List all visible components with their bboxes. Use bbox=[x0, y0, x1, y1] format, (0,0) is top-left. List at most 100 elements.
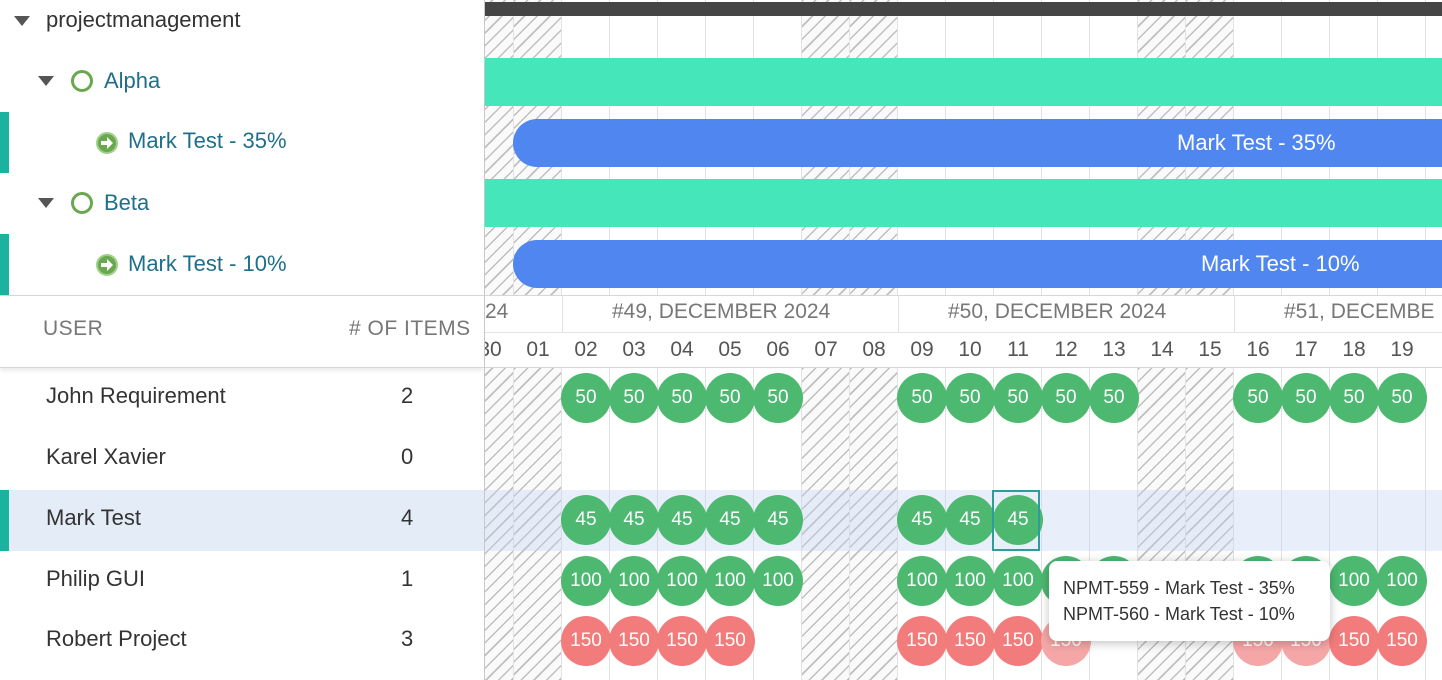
week-separator bbox=[898, 296, 899, 332]
workload-bubble[interactable]: 100 bbox=[705, 556, 755, 606]
workload-bubble[interactable]: 50 bbox=[897, 373, 947, 423]
workload-bubble[interactable]: 100 bbox=[609, 556, 659, 606]
user-item-count: 4 bbox=[401, 505, 414, 530]
task-label-10[interactable]: Mark Test - 10% bbox=[128, 251, 287, 276]
collapse-triangle-icon[interactable] bbox=[38, 198, 54, 208]
task-bar-35[interactable]: Mark Test - 35% bbox=[513, 119, 1442, 167]
workload-bubble[interactable]: 100 bbox=[945, 556, 995, 606]
task-label-35[interactable]: Mark Test - 35% bbox=[128, 128, 287, 153]
day-label: 13 bbox=[1102, 338, 1126, 361]
project-root-label: projectmanagement bbox=[46, 7, 241, 32]
user-row-selected[interactable]: Mark Test 4 bbox=[0, 490, 484, 551]
week-label: #50, DECEMBER 2024 bbox=[948, 300, 1167, 323]
workload-bubble[interactable]: 45 bbox=[897, 495, 947, 545]
workload-bubble[interactable]: 50 bbox=[753, 373, 803, 423]
workload-bubble[interactable]: 50 bbox=[1329, 373, 1379, 423]
group-bar-beta[interactable] bbox=[485, 179, 1442, 227]
row-accent-bar bbox=[0, 490, 9, 551]
user-name: John Requirement bbox=[46, 383, 226, 408]
workload-bubble[interactable]: 150 bbox=[657, 616, 707, 666]
day-label: 17 bbox=[1294, 338, 1318, 361]
workload-bubble[interactable]: 150 bbox=[609, 616, 659, 666]
column-header-items[interactable]: # OF ITEMS bbox=[349, 317, 471, 340]
workload-bubble[interactable]: 50 bbox=[1089, 373, 1139, 423]
workload-bubble[interactable]: 50 bbox=[1377, 373, 1427, 423]
user-item-count: 3 bbox=[401, 626, 414, 651]
weekend-column bbox=[850, 368, 898, 680]
workload-bubble[interactable]: 100 bbox=[1329, 556, 1379, 606]
weekend-column bbox=[514, 368, 562, 680]
week-label: 24 bbox=[485, 300, 509, 323]
day-label: 05 bbox=[718, 338, 742, 361]
week-separator bbox=[562, 296, 563, 332]
workload-bubble[interactable]: 50 bbox=[561, 373, 611, 423]
column-header-user[interactable]: USER bbox=[43, 317, 104, 340]
workload-bubble[interactable]: 50 bbox=[609, 373, 659, 423]
workload-bubble[interactable]: 50 bbox=[945, 373, 995, 423]
user-row[interactable]: Robert Project 3 bbox=[0, 611, 484, 672]
day-column bbox=[1378, 368, 1426, 680]
user-item-count: 2 bbox=[401, 383, 414, 408]
workload-bubble[interactable]: 45 bbox=[609, 495, 659, 545]
workload-bubble[interactable]: 150 bbox=[561, 616, 611, 666]
collapse-triangle-icon[interactable] bbox=[38, 76, 54, 86]
tree-row-task-35[interactable]: Mark Test - 35% bbox=[0, 112, 484, 173]
workload-bubble[interactable]: 45 bbox=[753, 495, 803, 545]
workload-bubble[interactable]: 150 bbox=[1377, 616, 1427, 666]
tooltip-line: NPMT-560 - Mark Test - 10% bbox=[1063, 604, 1295, 624]
tree-row-task-10[interactable]: Mark Test - 10% bbox=[0, 234, 484, 295]
user-row[interactable]: Philip GUI 1 bbox=[0, 551, 484, 612]
workload-bubble[interactable]: 150 bbox=[705, 616, 755, 666]
workload-bubble[interactable]: 45 bbox=[993, 495, 1043, 545]
day-column bbox=[1330, 368, 1378, 680]
workload-bubble[interactable]: 100 bbox=[657, 556, 707, 606]
workload-bubble[interactable]: 100 bbox=[753, 556, 803, 606]
project-summary-bar[interactable] bbox=[485, 2, 1442, 16]
tooltip-line: NPMT-559 - Mark Test - 35% bbox=[1063, 578, 1295, 598]
focused-cell[interactable] bbox=[992, 490, 1040, 551]
collapse-triangle-icon[interactable] bbox=[14, 16, 30, 26]
workload-bubble[interactable]: 100 bbox=[561, 556, 611, 606]
workload-bubble[interactable]: 50 bbox=[1233, 373, 1283, 423]
user-row[interactable]: John Requirement 2 bbox=[0, 368, 484, 429]
group-label-beta[interactable]: Beta bbox=[104, 190, 150, 215]
task-bar-label: Mark Test - 35% bbox=[1177, 130, 1336, 155]
workload-bubble[interactable]: 150 bbox=[993, 616, 1043, 666]
week-label: #51, DECEMBE bbox=[1284, 300, 1435, 323]
day-label: 11 bbox=[1007, 338, 1029, 361]
task-bar-label: Mark Test - 10% bbox=[1201, 251, 1360, 276]
day-label: 30 bbox=[485, 338, 502, 361]
day-label: 10 bbox=[958, 338, 982, 361]
group-label-alpha[interactable]: Alpha bbox=[104, 68, 161, 93]
workload-bubble[interactable]: 50 bbox=[1281, 373, 1331, 423]
workload-bubble[interactable]: 100 bbox=[1377, 556, 1427, 606]
workload-bubble[interactable]: 100 bbox=[897, 556, 947, 606]
user-name: Karel Xavier bbox=[46, 444, 166, 469]
tree-row-alpha[interactable]: Alpha bbox=[0, 51, 484, 112]
workload-bubble[interactable]: 45 bbox=[657, 495, 707, 545]
tree-row-root[interactable]: projectmanagement bbox=[0, 0, 484, 61]
tree-row-beta[interactable]: Beta bbox=[0, 173, 484, 234]
workload-bubble[interactable]: 150 bbox=[1329, 616, 1379, 666]
milestone-ring-icon bbox=[71, 70, 93, 92]
workload-bubble[interactable]: 50 bbox=[657, 373, 707, 423]
workload-bubble[interactable]: 100 bbox=[993, 556, 1043, 606]
resource-table-header: USER # OF ITEMS bbox=[0, 295, 484, 368]
day-label: 08 bbox=[862, 338, 886, 361]
weekend-column bbox=[802, 368, 850, 680]
task-arrow-icon bbox=[96, 132, 118, 154]
workload-bubble[interactable]: 50 bbox=[1041, 373, 1091, 423]
workload-bubble[interactable]: 150 bbox=[897, 616, 947, 666]
task-bar-10[interactable]: Mark Test - 10% bbox=[513, 240, 1442, 288]
user-row[interactable]: Karel Xavier 0 bbox=[0, 429, 484, 490]
day-label: 15 bbox=[1198, 338, 1222, 361]
workload-bubble[interactable]: 45 bbox=[705, 495, 755, 545]
group-bar-alpha[interactable] bbox=[485, 58, 1442, 106]
task-arrow-icon bbox=[96, 254, 118, 276]
workload-bubble[interactable]: 50 bbox=[705, 373, 755, 423]
workload-bubble[interactable]: 50 bbox=[993, 373, 1043, 423]
workload-bubble[interactable]: 45 bbox=[945, 495, 995, 545]
user-name: Philip GUI bbox=[46, 566, 146, 591]
workload-bubble[interactable]: 150 bbox=[945, 616, 995, 666]
workload-bubble[interactable]: 45 bbox=[561, 495, 611, 545]
